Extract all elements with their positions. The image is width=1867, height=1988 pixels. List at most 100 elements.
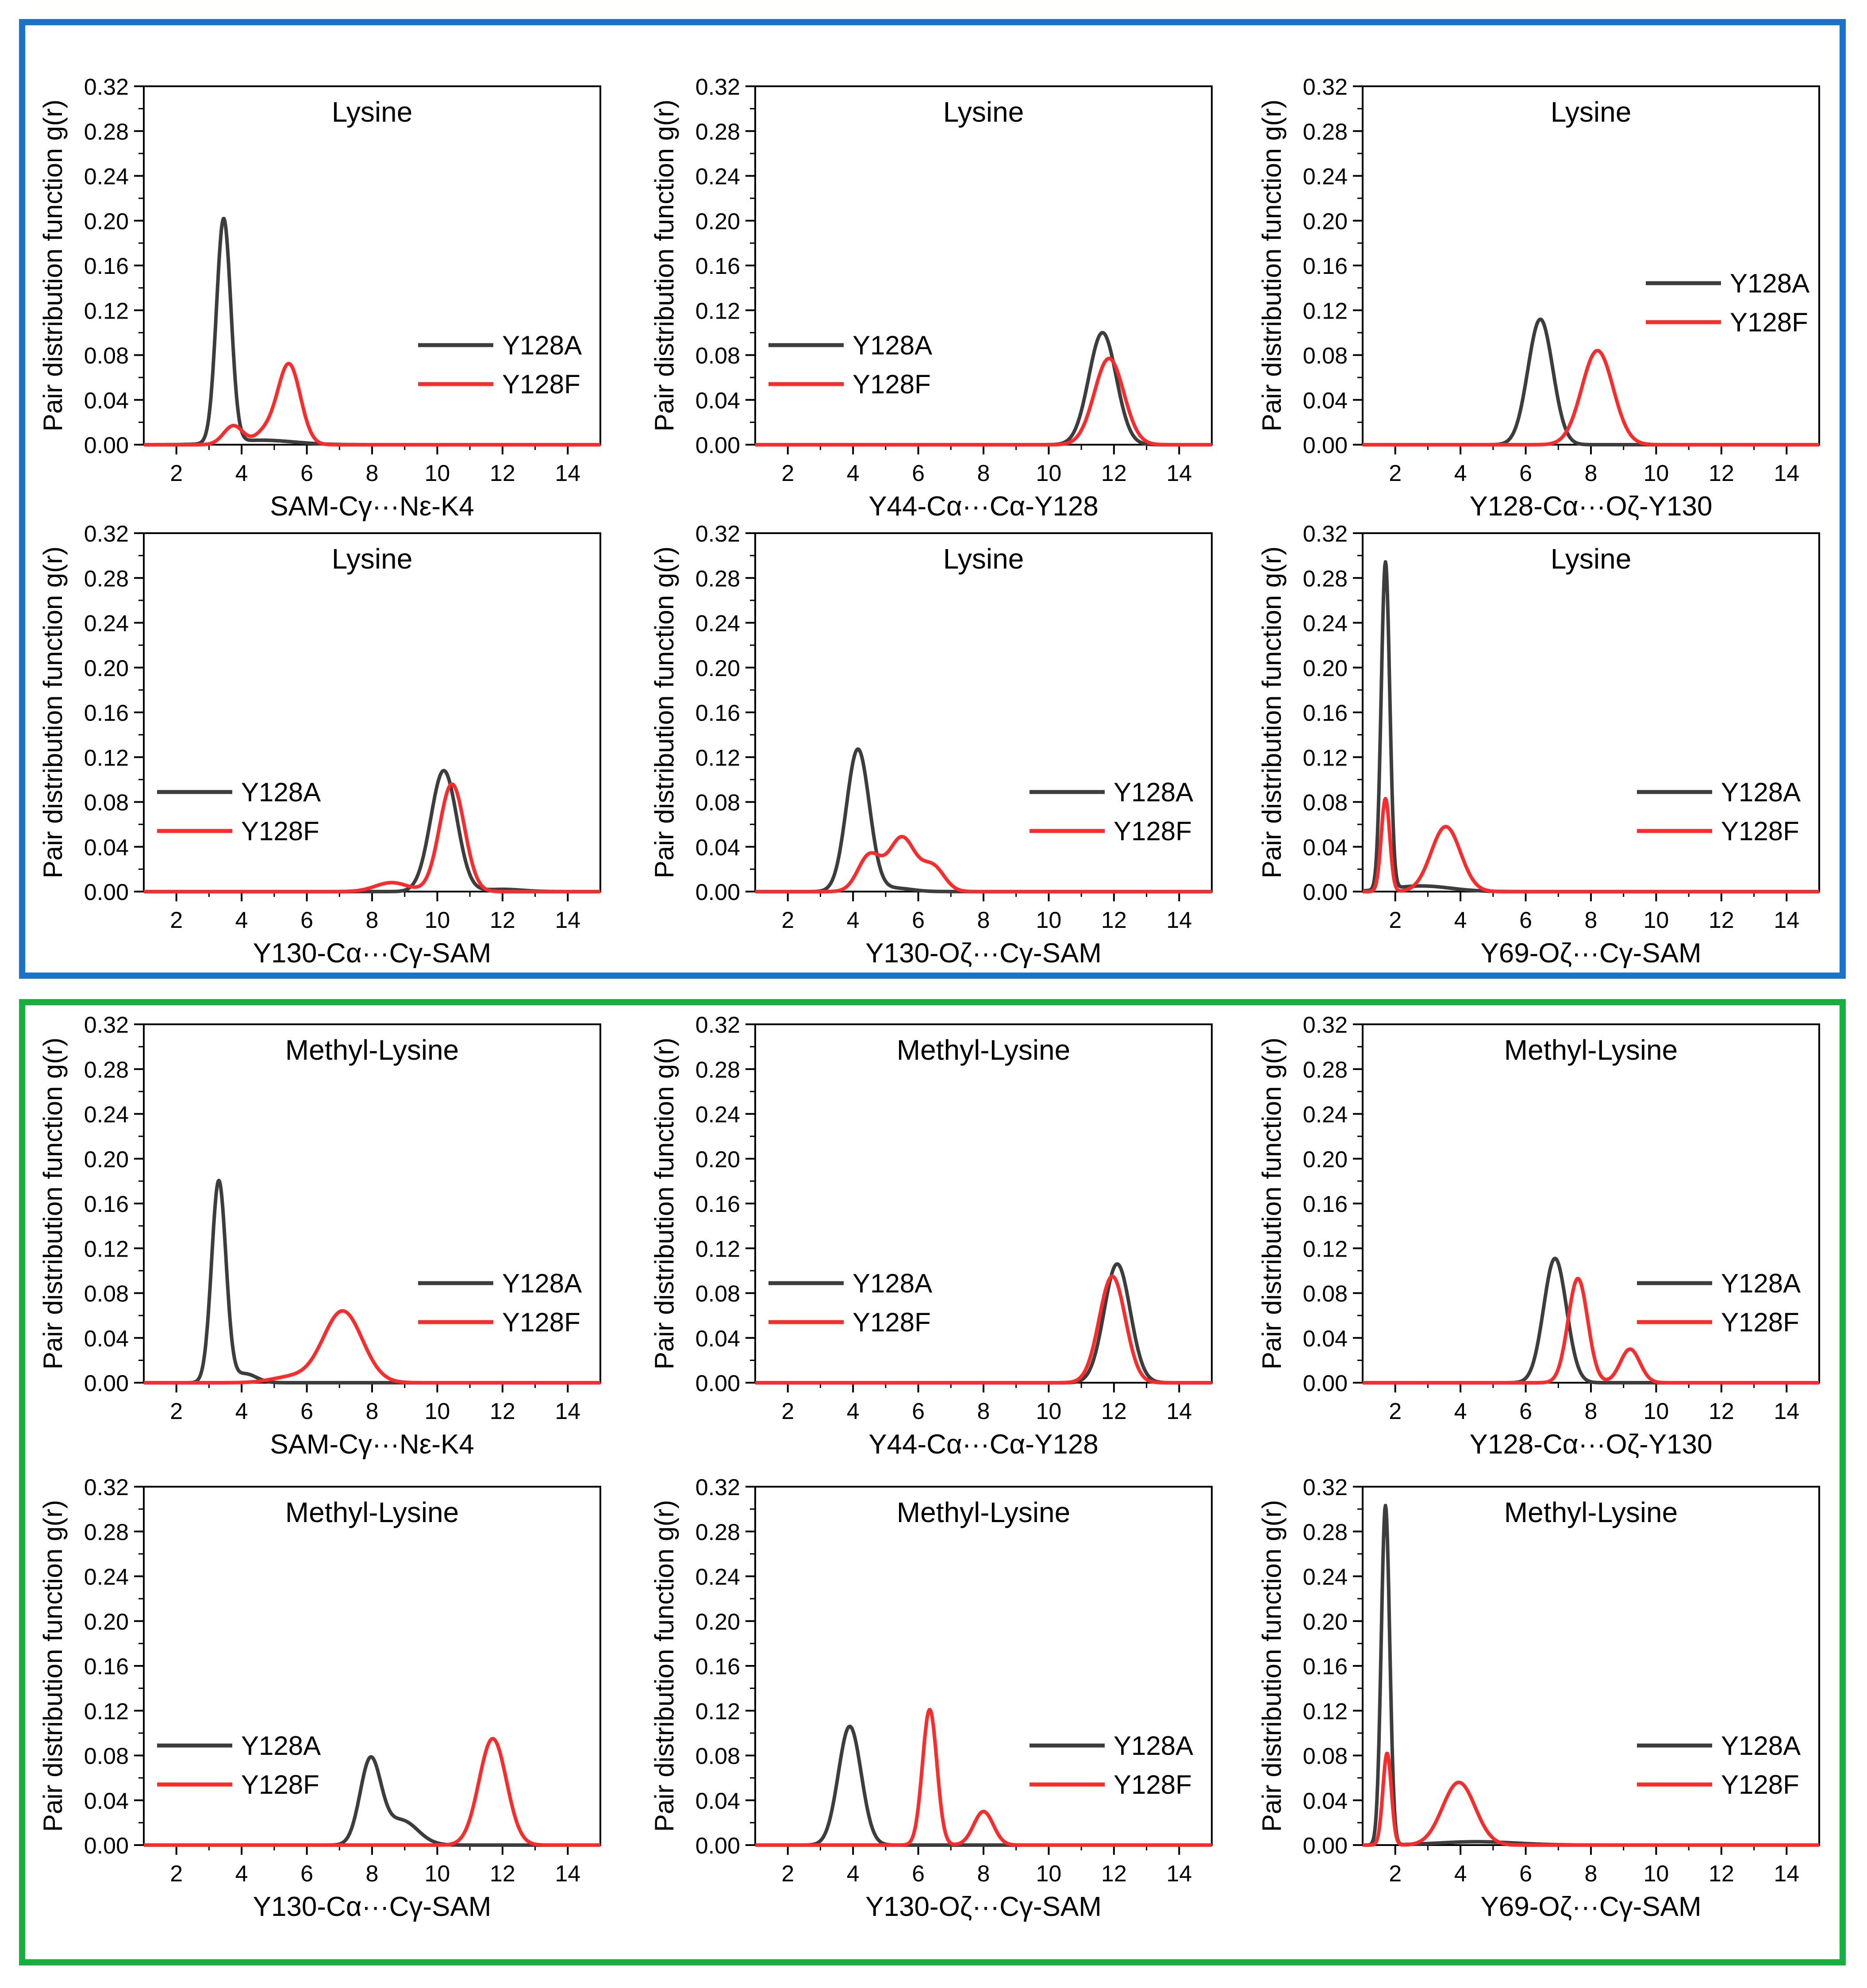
chart-title: Methyl-Lysine: [897, 1034, 1070, 1066]
x-axis-label: SAM-Cγ···Nε-K4: [270, 1429, 474, 1460]
x-tick-label: 12: [1101, 1861, 1127, 1887]
x-tick-label: 8: [366, 1861, 379, 1887]
series-line-y128a: [1361, 317, 1821, 446]
x-axis-label: Y69-Oζ···Cγ-SAM: [1480, 1892, 1701, 1922]
x-tick-label: 4: [847, 461, 860, 486]
x-tick-label: 12: [490, 1861, 515, 1887]
x-axis-label: Y128-Cα···Oζ-Y130: [1469, 491, 1712, 522]
y-tick-label: 0.16: [1303, 1654, 1348, 1680]
y-tick-label: 0.16: [695, 1192, 740, 1217]
x-tick-label: 10: [1644, 1861, 1669, 1887]
y-tick-label: 0.08: [84, 1744, 129, 1769]
series-line-y128f: [754, 357, 1213, 446]
y-axis-label: Pair distribution function g(r): [1257, 546, 1287, 878]
x-tick-label: 4: [847, 1861, 860, 1887]
chart-panel-6: 0.00 0.04 0.08 0.12 0.16 0.20 0.24 0.28 0.32 2 4 6 8…: [1257, 521, 1821, 969]
y-tick-label: 0.16: [695, 700, 740, 726]
x-tick-label: 10: [425, 1399, 450, 1424]
x-tick-label: 14: [1774, 1399, 1799, 1424]
x-tick-label: 2: [781, 1861, 794, 1887]
y-tick-label: 0.24: [1303, 164, 1348, 190]
x-axis-label: Y130-Oζ···Cγ-SAM: [865, 1892, 1102, 1922]
y-tick-label: 0.04: [695, 388, 740, 414]
series-line-y128f: [1361, 796, 1821, 893]
y-tick-label: 0.08: [84, 1281, 129, 1307]
y-axis-label: Pair distribution function g(r): [649, 546, 679, 878]
x-tick-label: 10: [425, 907, 450, 933]
x-tick-label: 2: [1389, 1399, 1402, 1424]
y-tick-label: 0.04: [84, 835, 129, 861]
y-tick-label: 0.08: [1303, 343, 1348, 369]
y-tick-label: 0.28: [1303, 119, 1348, 145]
y-tick-label: 0.28: [1303, 566, 1348, 592]
y-tick-label: 0.00: [695, 1371, 740, 1396]
x-tick-label: 6: [912, 907, 925, 933]
series-line-y128f: [142, 1309, 602, 1384]
y-tick-label: 0.04: [1303, 835, 1348, 861]
x-tick-label: 2: [170, 1861, 183, 1887]
legend-label: Y128F: [502, 369, 580, 399]
y-tick-label: 0.20: [1303, 209, 1348, 235]
x-tick-label: 14: [1774, 1861, 1799, 1887]
x-tick-label: 6: [1519, 1861, 1532, 1887]
y-tick-label: 0.20: [695, 656, 740, 681]
plot-frame: [754, 1023, 1213, 1384]
y-tick-label: 0.28: [84, 1057, 129, 1083]
x-tick-label: 8: [977, 907, 990, 933]
x-tick-label: 8: [977, 1861, 990, 1887]
y-tick-label: 0.32: [84, 1475, 129, 1500]
chart-title: Methyl-Lysine: [285, 1034, 459, 1066]
legend-label: Y128F: [502, 1307, 580, 1337]
y-tick-label: 0.24: [84, 1102, 129, 1128]
y-tick-label: 0.32: [84, 1012, 129, 1038]
y-tick-label: 0.20: [695, 209, 740, 235]
y-axis-label: Pair distribution function g(r): [649, 1038, 679, 1369]
x-tick-label: 4: [235, 1399, 248, 1424]
x-tick-label: 12: [1101, 1399, 1127, 1424]
y-tick-label: 0.00: [1303, 433, 1348, 458]
y-axis-label: Pair distribution function g(r): [649, 1500, 679, 1832]
x-tick-label: 10: [1036, 461, 1062, 486]
y-tick-label: 0.28: [84, 1519, 129, 1545]
series-line-y128f: [754, 1708, 1213, 1847]
y-tick-label: 0.12: [695, 1699, 740, 1724]
y-tick-label: 0.04: [695, 1326, 740, 1352]
series-line-y128a: [754, 331, 1213, 446]
legend-label: Y128A: [241, 1731, 321, 1761]
y-tick-label: 0.04: [84, 1326, 129, 1352]
x-tick-label: 4: [1454, 461, 1467, 486]
legend-label: Y128F: [1721, 1307, 1799, 1337]
x-tick-label: 10: [1036, 1861, 1062, 1887]
y-tick-label: 0.04: [1303, 1788, 1348, 1814]
y-tick-label: 0.00: [1303, 1833, 1348, 1859]
series-line-y128f: [754, 834, 1213, 893]
y-tick-label: 0.32: [695, 74, 740, 100]
legend-label: Y128A: [1114, 777, 1193, 807]
y-tick-label: 0.20: [1303, 1147, 1348, 1173]
x-tick-label: 6: [1519, 1399, 1532, 1424]
plot-frame: [143, 532, 601, 892]
y-tick-label: 0.24: [84, 164, 129, 190]
series-line-y128f: [142, 1737, 602, 1847]
x-tick-label: 2: [170, 1399, 183, 1424]
y-axis-label: Pair distribution function g(r): [38, 100, 68, 431]
y-tick-label: 0.00: [84, 433, 129, 458]
chart-panel-9: 0.00 0.04 0.08 0.12 0.16 0.20 0.24 0.28 0.32 2 4 6 8…: [1257, 1012, 1821, 1460]
chart-title: Lysine: [1551, 96, 1632, 128]
x-tick-label: 8: [366, 907, 379, 933]
y-tick-label: 0.24: [1303, 1565, 1348, 1590]
y-tick-label: 0.32: [84, 74, 129, 100]
chart-panel-8: 0.00 0.04 0.08 0.12 0.16 0.20 0.24 0.28 0.32 2 4 6 8…: [649, 1012, 1213, 1460]
legend-label: Y128A: [502, 331, 582, 360]
x-tick-label: 10: [425, 1861, 450, 1887]
y-tick-label: 0.24: [84, 611, 129, 637]
x-tick-label: 2: [170, 461, 183, 486]
chart-panel-4: 0.00 0.04 0.08 0.12 0.16 0.20 0.24 0.28 0.32 2 4 6 8…: [38, 521, 602, 969]
x-tick-label: 14: [1774, 907, 1799, 933]
legend-label: Y128F: [241, 1770, 319, 1800]
y-tick-label: 0.20: [1303, 656, 1348, 681]
x-tick-label: 12: [1709, 1399, 1734, 1424]
x-tick-label: 2: [781, 461, 794, 486]
y-tick-label: 0.16: [695, 254, 740, 279]
x-tick-label: 4: [235, 907, 248, 933]
